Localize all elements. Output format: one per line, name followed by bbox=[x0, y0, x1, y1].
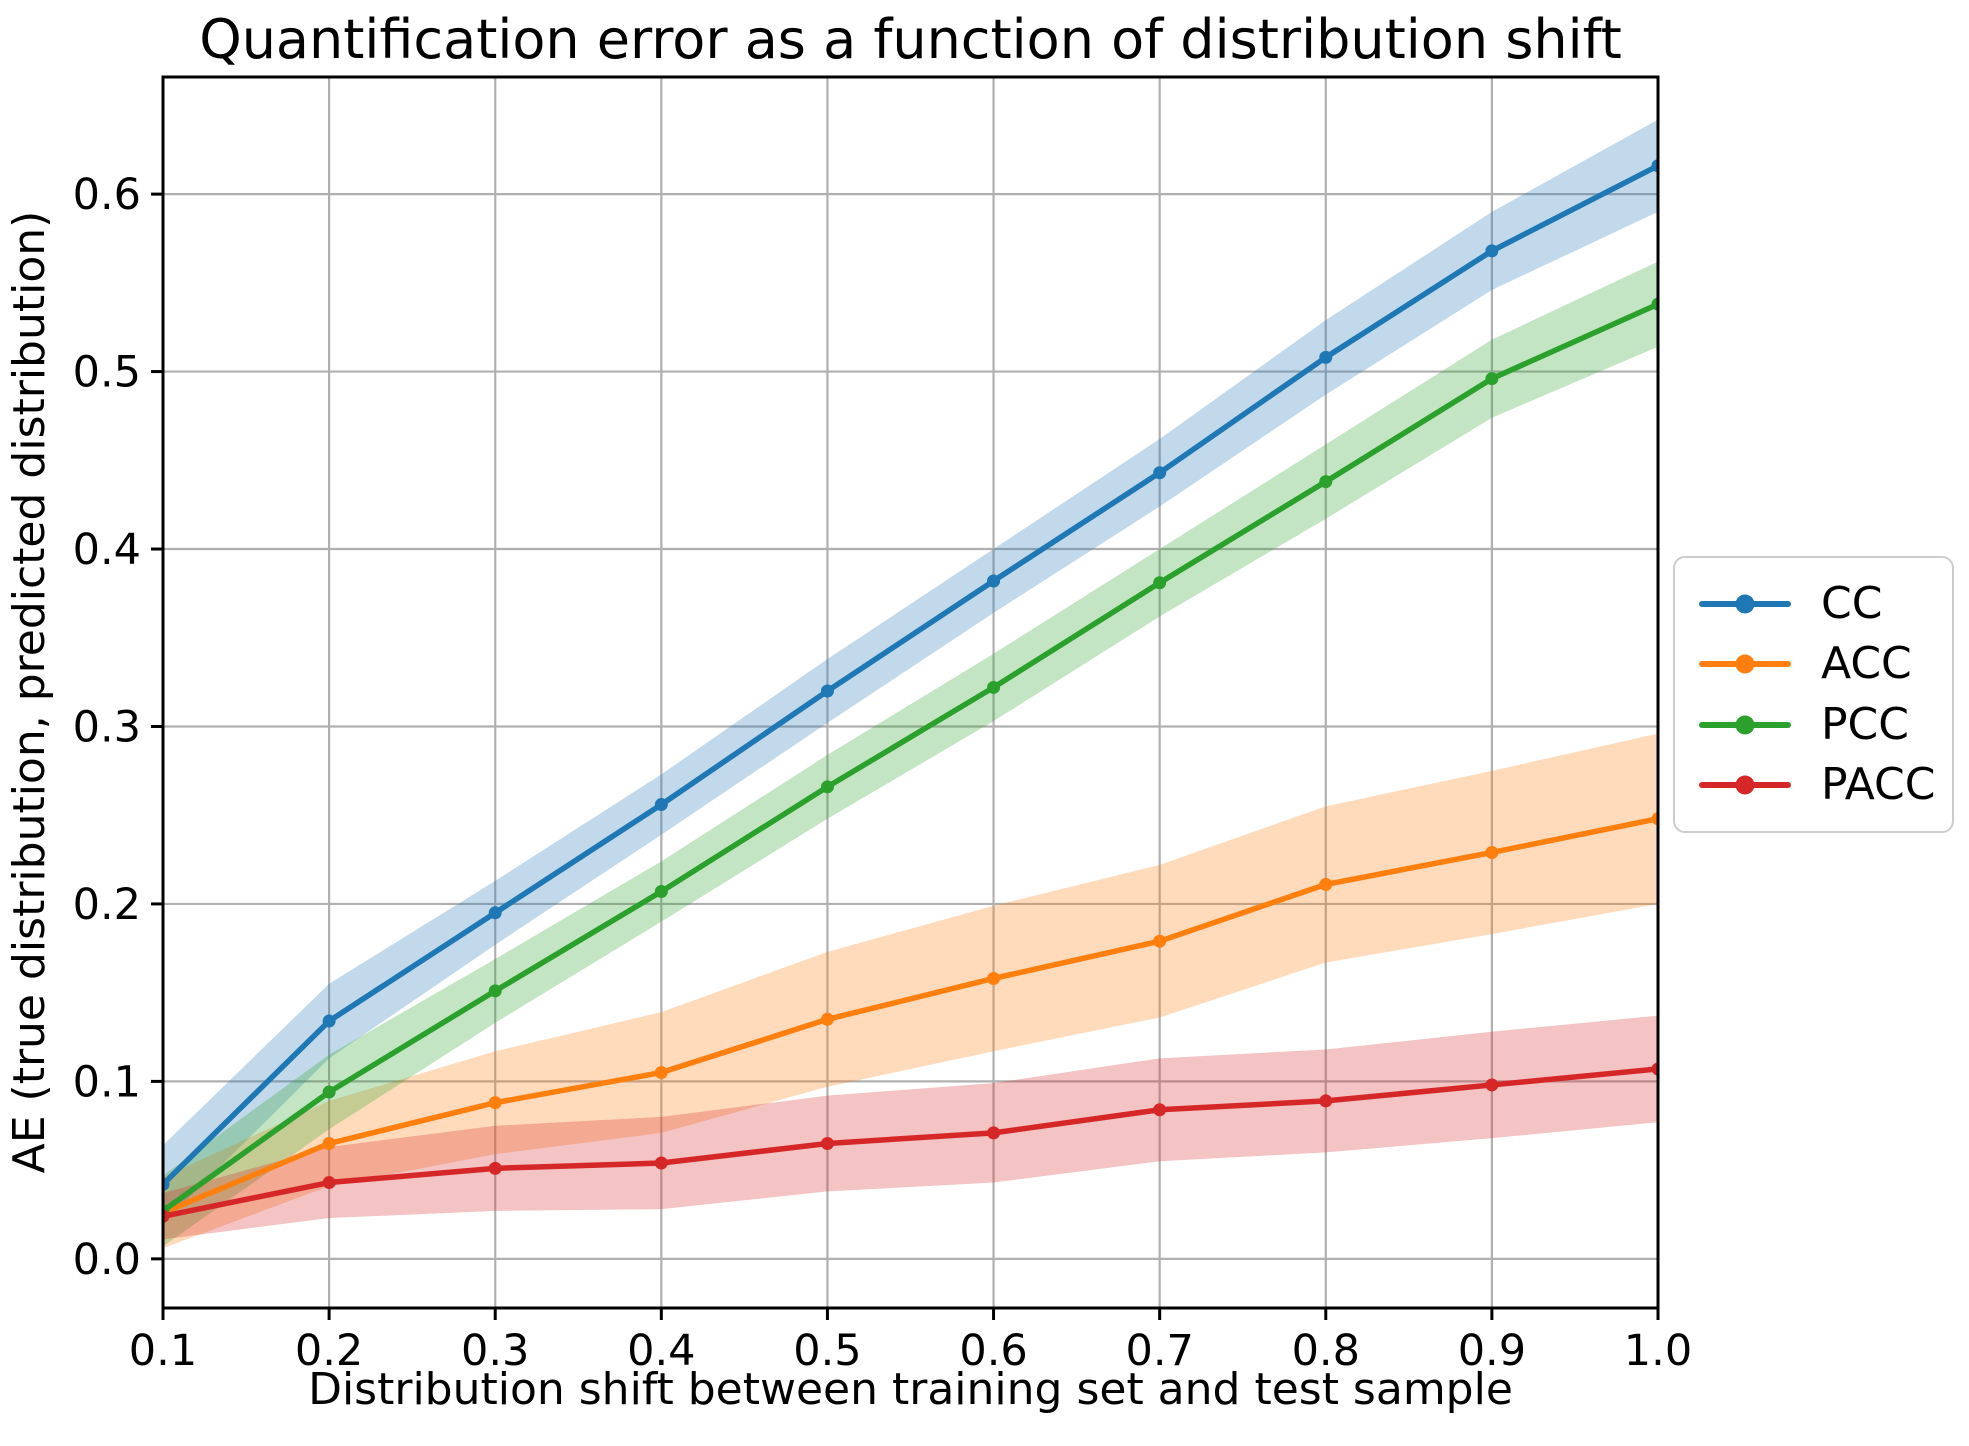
data-point-pcc bbox=[1651, 297, 1658, 311]
chart-title: Quantification error as a function of di… bbox=[199, 8, 1622, 71]
y-tick-label: 0.6 bbox=[73, 170, 141, 220]
x-tick-label: 0.9 bbox=[1458, 1326, 1526, 1376]
data-point-pcc bbox=[654, 885, 668, 899]
data-point-acc bbox=[1319, 877, 1333, 891]
data-point-pacc bbox=[1153, 1103, 1167, 1117]
data-point-acc bbox=[1651, 812, 1658, 826]
data-point-cc bbox=[163, 1177, 170, 1191]
x-tick-label: 0.1 bbox=[129, 1326, 197, 1376]
y-tick-label: 0.1 bbox=[73, 1057, 141, 1107]
data-point-acc bbox=[654, 1066, 668, 1080]
legend-label-pacc: PACC bbox=[1821, 758, 1936, 810]
band-cc bbox=[163, 119, 1658, 1224]
data-point-cc bbox=[654, 798, 668, 812]
legend-marker-dot-pacc bbox=[1735, 775, 1755, 795]
data-point-cc bbox=[322, 1014, 336, 1028]
data-point-pcc bbox=[820, 780, 834, 794]
data-point-cc bbox=[1651, 159, 1658, 173]
legend-marker-dot-cc bbox=[1735, 594, 1755, 614]
legend-line-sample-pcc bbox=[1699, 715, 1791, 735]
legend-item-acc: ACC bbox=[1699, 642, 1928, 686]
data-point-acc bbox=[1485, 845, 1499, 859]
legend-label-pcc: PCC bbox=[1821, 698, 1909, 750]
data-point-pcc bbox=[488, 984, 502, 998]
legend-marker-dot-pcc bbox=[1735, 715, 1755, 735]
series-cc bbox=[163, 159, 1658, 1191]
data-point-pcc bbox=[987, 680, 1001, 694]
legend-line-sample-pacc bbox=[1699, 775, 1791, 795]
data-point-acc bbox=[987, 971, 1001, 985]
legend: CC ACC PCC PACC bbox=[1673, 556, 1954, 833]
data-point-acc bbox=[820, 1012, 834, 1026]
x-tick-label: 0.7 bbox=[1125, 1326, 1193, 1376]
legend-line-sample-cc bbox=[1699, 594, 1791, 614]
data-point-pcc bbox=[1485, 372, 1499, 386]
data-point-pacc bbox=[1485, 1078, 1499, 1092]
data-point-acc bbox=[1153, 934, 1167, 948]
series-pcc bbox=[163, 297, 1658, 1218]
axes-spines bbox=[161, 75, 1660, 1310]
data-point-pacc bbox=[1651, 1062, 1658, 1076]
data-point-cc bbox=[1153, 466, 1167, 480]
data-point-pcc bbox=[322, 1085, 336, 1099]
band-acc bbox=[163, 733, 1658, 1249]
series-lines bbox=[163, 159, 1658, 1223]
x-axis-label: Distribution shift between training set … bbox=[308, 1364, 1513, 1415]
y-tick-label: 0.3 bbox=[73, 702, 141, 752]
legend-label-acc: ACC bbox=[1821, 638, 1912, 690]
data-point-pacc bbox=[488, 1161, 502, 1175]
data-point-pacc bbox=[163, 1209, 170, 1223]
data-point-cc bbox=[488, 906, 502, 920]
series-pacc bbox=[163, 1062, 1658, 1223]
legend-item-cc: CC bbox=[1699, 582, 1928, 626]
y-tick-label: 0.2 bbox=[73, 880, 141, 930]
x-tick-label: 0.8 bbox=[1292, 1326, 1360, 1376]
data-point-cc bbox=[1319, 350, 1333, 364]
data-point-cc bbox=[1485, 244, 1499, 258]
tick-labels: 0.1 0.2 0.3 0.4 0.5 0.6 0.7 0.8 0.9 1.0 0.0 0.1 0.2 0… bbox=[73, 170, 1693, 1376]
data-point-cc bbox=[987, 574, 1001, 588]
data-point-pacc bbox=[322, 1176, 336, 1190]
band-pacc bbox=[163, 1015, 1658, 1240]
data-point-acc bbox=[488, 1096, 502, 1110]
y-tick-label: 0.5 bbox=[73, 348, 141, 398]
y-tick-label: 0.0 bbox=[73, 1235, 141, 1285]
data-point-pacc bbox=[1319, 1094, 1333, 1108]
data-point-pacc bbox=[820, 1136, 834, 1150]
legend-label-cc: CC bbox=[1821, 578, 1883, 630]
y-tick-label: 0.4 bbox=[73, 525, 141, 575]
data-point-acc bbox=[322, 1136, 336, 1150]
legend-marker-dot-acc bbox=[1735, 654, 1755, 674]
data-point-cc bbox=[820, 684, 834, 698]
legend-item-pcc: PCC bbox=[1699, 698, 1928, 750]
legend-line-sample-acc bbox=[1699, 654, 1791, 674]
axis-ticks bbox=[151, 192, 1660, 1320]
x-tick-label: 0.3 bbox=[461, 1326, 529, 1376]
data-point-pacc bbox=[654, 1156, 668, 1170]
legend-item-pacc: PACC bbox=[1699, 762, 1936, 807]
x-tick-label: 0.6 bbox=[959, 1326, 1027, 1376]
data-point-pcc bbox=[1319, 475, 1333, 489]
x-tick-label: 0.2 bbox=[295, 1326, 363, 1376]
data-point-pcc bbox=[1153, 576, 1167, 590]
data-point-pacc bbox=[987, 1126, 1001, 1140]
x-tick-label: 0.5 bbox=[793, 1326, 861, 1376]
x-tick-label: 0.4 bbox=[627, 1326, 695, 1376]
y-axis-label: AE (true distribution, predicted distrib… bbox=[4, 210, 55, 1174]
x-tick-label: 1.0 bbox=[1624, 1326, 1692, 1376]
